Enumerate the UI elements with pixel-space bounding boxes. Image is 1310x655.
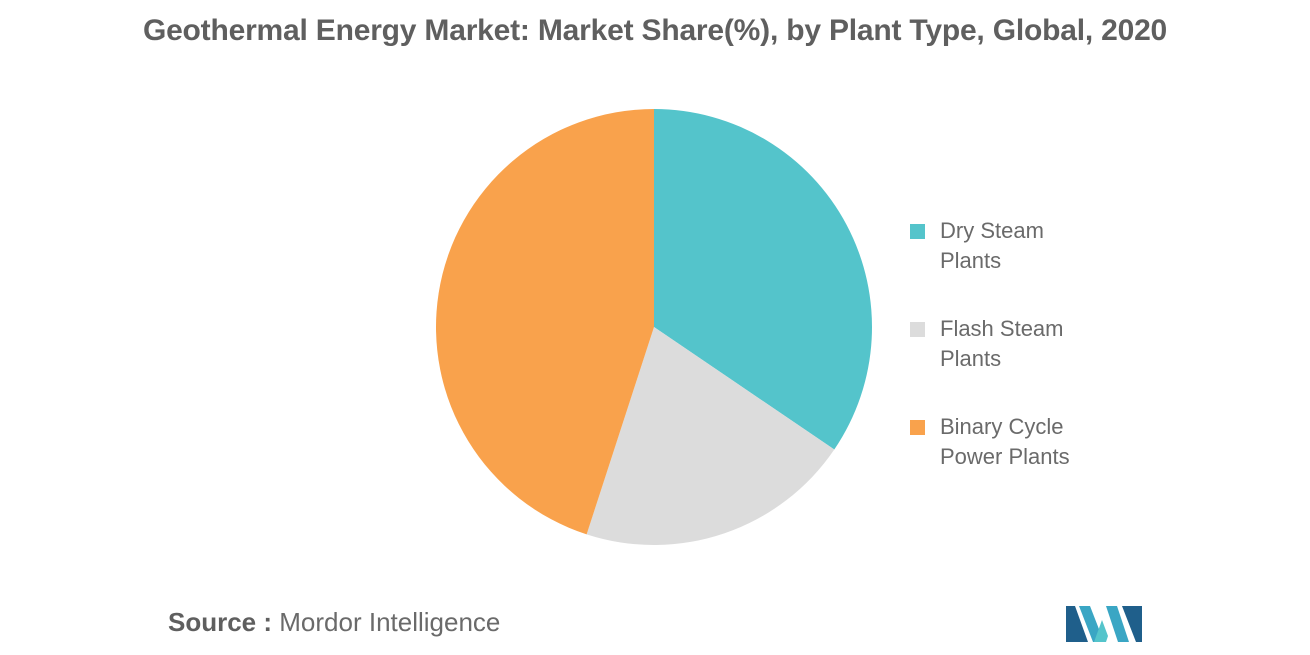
legend: Dry Steam Plants Flash Steam Plants Bina… xyxy=(910,216,1110,510)
legend-item-flash-steam: Flash Steam Plants xyxy=(910,314,1110,374)
legend-item-dry-steam: Dry Steam Plants xyxy=(910,216,1110,276)
legend-swatch xyxy=(910,420,925,435)
legend-swatch xyxy=(910,322,925,337)
slice-binary-cycle xyxy=(436,109,654,535)
source-name: Mordor Intelligence xyxy=(279,607,501,637)
source-credit: Source : Mordor Intelligence xyxy=(168,607,500,638)
legend-item-binary-cycle: Binary Cycle Power Plants xyxy=(910,412,1110,472)
slice-dry-steam xyxy=(654,109,872,450)
legend-label: Flash Steam Plants xyxy=(940,316,1064,371)
legend-swatch xyxy=(910,224,925,239)
mordor-intelligence-logo-icon xyxy=(1066,606,1142,642)
pie-slices xyxy=(436,109,872,545)
legend-label: Binary Cycle Power Plants xyxy=(940,414,1070,469)
slice-flash-steam xyxy=(586,327,835,545)
legend-label: Dry Steam Plants xyxy=(940,218,1044,273)
source-label: Source : xyxy=(168,607,273,637)
chart-title: Geothermal Energy Market: Market Share(%… xyxy=(142,14,1168,47)
